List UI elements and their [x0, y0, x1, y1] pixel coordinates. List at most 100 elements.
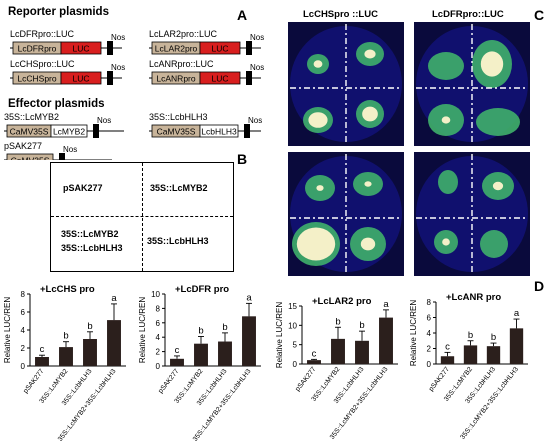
bar-35s-lcmyb2: [59, 347, 73, 366]
gene-box-lcdfrpro-luc: [60, 41, 102, 55]
bar-35s-lcmyb2-35s-lcbhlh3: [242, 316, 256, 366]
luminescence-hotspot: [360, 237, 376, 251]
y-axis-label-lclar2-pro: Relative LUC/REN: [275, 302, 284, 368]
y-tick-label: 6: [427, 314, 432, 323]
lumi-panel-3: [288, 152, 404, 276]
y-tick-label: 0: [21, 362, 26, 371]
y-axis-label-lcanr-pro: Relative LUC/REN: [409, 300, 418, 366]
luminescence-hotspot: [364, 181, 372, 187]
y-tick-label: 15: [288, 302, 297, 311]
luminescence-spot: [476, 108, 520, 136]
terminator-block-lcdfrpro-luc: [107, 41, 113, 55]
construct-label-lclar2pro-luc: LcLAR2pro::LUC: [149, 29, 218, 39]
construct-label-35s-lcmyb2: 35S::LcMYB2: [4, 112, 59, 122]
terminator-label-35s-lcmyb2: Nos: [97, 116, 111, 125]
construct-label-psak277: pSAK277: [4, 141, 42, 151]
luminescence-hotspot: [296, 227, 336, 261]
bar-psak277: [170, 358, 184, 366]
chart-title-lcanr-pro: +LcANR pro: [446, 292, 501, 303]
terminator-label-lcanrpro-luc: Nos: [250, 63, 264, 72]
x-tick-label-psak277: pSAK277: [22, 368, 45, 395]
significance-letter: b: [335, 316, 340, 327]
construct-label-lcchspro-luc: LcCHSpro::LUC: [10, 59, 75, 69]
lumi-panel-2: [414, 22, 530, 146]
y-tick-label: 0: [293, 360, 298, 369]
y-tick-label: 2: [156, 348, 161, 357]
layout-hline: [51, 216, 233, 217]
y-tick-label: 10: [151, 290, 160, 299]
panel-letter-b: B: [237, 151, 248, 167]
y-tick-label: 4: [427, 329, 432, 338]
bar-35s-lcbhlh3: [218, 341, 232, 366]
bar-35s-lcmyb2-35s-lcbhlh3: [107, 320, 121, 366]
y-tick-label: 6: [156, 319, 161, 328]
lumi-panel-1: [288, 22, 404, 146]
y-tick-label: 2: [21, 344, 26, 353]
significance-letter: b: [87, 321, 92, 332]
layout-bottom-left-1: 35S::LcMYB2: [61, 229, 119, 239]
bar-psak277: [35, 357, 49, 366]
gene-box-lcanrpro-luc: [199, 71, 241, 85]
y-tick-label: 8: [21, 290, 26, 299]
bar-psak277: [307, 360, 321, 364]
significance-letter: b: [222, 322, 227, 333]
image-title-left: LcCHSpro ::LUC: [303, 9, 378, 20]
layout-top-right: 35S::LcMYB2: [150, 183, 208, 193]
luminescence-spot: [428, 52, 464, 80]
luminescence-hotspot: [364, 49, 376, 59]
y-axis-label-lcdfr-pro: Relative LUC/REN: [138, 297, 147, 363]
bar-psak277: [440, 356, 455, 364]
luminescence-hotspot: [316, 185, 324, 191]
layout-vline: [142, 163, 143, 271]
gene-label-lcchspro-luc: LUC: [72, 74, 89, 84]
terminator-label-35s-lcbhlh3: Nos: [248, 116, 262, 125]
gene-label-lclar2pro-luc: LUC: [211, 44, 228, 54]
chart-title-lcchs-pro: +LcCHS pro: [40, 284, 95, 295]
bar-35s-lcmyb2: [463, 345, 478, 364]
y-tick-label: 0: [427, 360, 432, 369]
promoter-label-lcanrpro-luc: LcANRpro: [156, 74, 195, 84]
image-title-right: LcDFRpro::LUC: [432, 9, 504, 20]
promoter-label-lcdfrpro-luc: LcDFRpro: [18, 44, 57, 54]
significance-letter: b: [491, 332, 496, 343]
gene-label-35s-lcmyb2: LcMYB2: [53, 127, 85, 137]
promoter-label-35s-lcmyb2: CaMV35S: [10, 127, 49, 137]
y-tick-label: 8: [427, 298, 432, 307]
promoter-label-lclar2pro-luc: LcLAR2pro: [155, 44, 198, 54]
bar-chart-lcanr: +LcANR pro Relative LUC/REN 0 2 4 6 8 c pSAK277 b…: [409, 292, 528, 441]
promoter-label-psak277: CaMV35S: [11, 156, 50, 161]
gene-label-lcdfrpro-luc: LUC: [72, 44, 89, 54]
significance-letter: b: [198, 325, 203, 336]
significance-letter: c: [175, 345, 180, 356]
significance-letter: b: [63, 331, 68, 342]
x-tick-label-psak277: pSAK277: [428, 366, 451, 393]
construct-label-35s-lcbhlh3: 35S::LcbHLH3: [149, 112, 208, 122]
luminescence-hotspot: [362, 106, 378, 122]
chart-title-lclar2-pro: +LcLAR2 pro: [312, 296, 372, 307]
gene-box-35s-lcmyb2: [50, 124, 88, 138]
terminator-label-lclar2pro-luc: Nos: [250, 33, 264, 42]
luminescence-spot: [438, 170, 458, 194]
significance-letter: a: [111, 293, 117, 304]
y-tick-label: 5: [293, 341, 298, 350]
layout-top-left: pSAK277: [63, 183, 103, 193]
significance-letter: c: [445, 341, 450, 352]
bar-35s-lcmyb2-35s-lcbhlh3: [379, 317, 393, 364]
luminescence-hotspot: [492, 181, 504, 191]
gene-label-35s-lcbhlh3: LcbHLH3: [201, 127, 237, 137]
bar-chart-lclar2: +LcLAR2 pro Relative LUC/REN 0 5 10 15 c pSAK27…: [275, 296, 398, 441]
terminator-label-lcchspro-luc: Nos: [111, 63, 125, 72]
terminator-block-lcanrpro-luc: [246, 71, 252, 85]
layout-bottom-left-2: 35S::LcbHLH3: [61, 243, 123, 253]
terminator-block-35s-lcbhlh3: [244, 124, 250, 138]
terminator-label-lcdfrpro-luc: Nos: [111, 33, 125, 42]
y-tick-label: 8: [156, 304, 161, 313]
y-tick-label: 0: [156, 362, 161, 371]
y-tick-label: 10: [288, 321, 297, 330]
bar-35s-lcmyb2-35s-lcbhlh3: [509, 328, 524, 364]
significance-letter: c: [40, 344, 45, 355]
significance-letter: a: [383, 299, 389, 310]
promoter-box-psak277: [6, 153, 54, 160]
gene-box-35s-lcbhlh3: [199, 124, 239, 138]
promoter-label-35s-lcbhlh3: CaMV35S: [157, 127, 196, 137]
